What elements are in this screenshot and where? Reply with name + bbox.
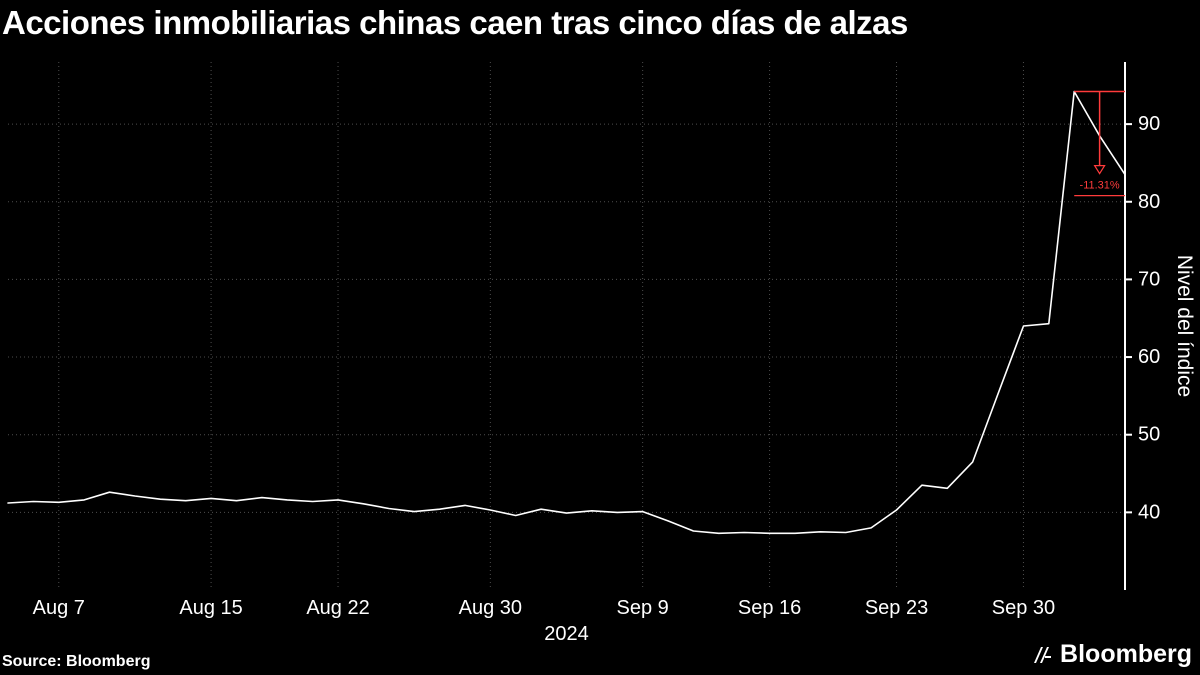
y-tick-label: 60 [1138, 346, 1160, 368]
y-tick-label: 80 [1138, 191, 1160, 213]
y-tick-label: 40 [1138, 501, 1160, 523]
bloomberg-logo: Bloomberg [1031, 640, 1192, 669]
annotation-arrowhead-icon [1093, 164, 1106, 175]
x-tick-label: Aug 15 [179, 597, 242, 619]
price-line [7, 90, 1126, 535]
x-tick-label: Sep 23 [865, 597, 928, 619]
y-tick-label: 70 [1138, 268, 1160, 290]
chart-title: Acciones inmobiliarias chinas caen tras … [2, 4, 908, 41]
x-tick-label: Aug 30 [459, 597, 522, 619]
x-tick-label: Sep 30 [992, 597, 1055, 619]
y-tick-label: 50 [1138, 424, 1160, 446]
source-credit: Source: Bloomberg [2, 653, 151, 670]
x-tick-label: Sep 16 [738, 597, 801, 619]
y-tick-label: 90 [1138, 113, 1160, 135]
x-axis-year-label: 2024 [544, 623, 589, 645]
y-axis-title: Nivel del índice [1173, 255, 1196, 397]
bloomberg-logo-text: Bloomberg [1060, 640, 1192, 668]
x-tick-label: Aug 7 [33, 597, 85, 619]
x-tick-label: Aug 22 [306, 597, 369, 619]
x-tick-label: Sep 9 [617, 597, 669, 619]
bloomberg-logo-icon [1031, 644, 1053, 666]
annotation-label: -11.31% [1080, 180, 1120, 192]
